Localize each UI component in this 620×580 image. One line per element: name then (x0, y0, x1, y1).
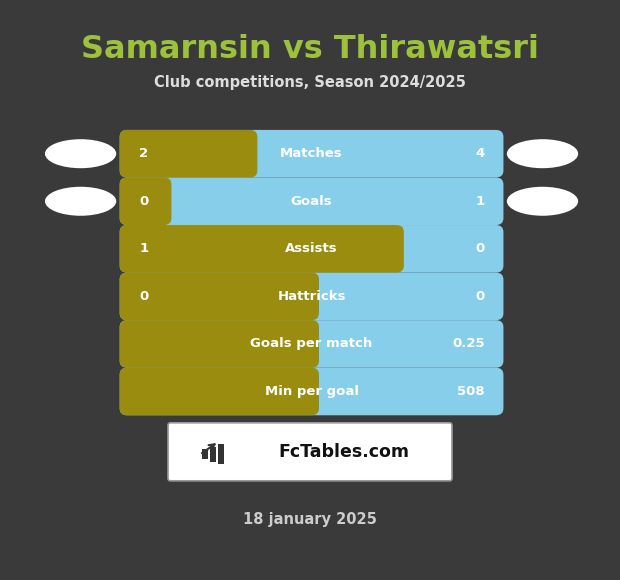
Bar (218, 444, 224, 464)
FancyBboxPatch shape (120, 368, 319, 415)
Ellipse shape (507, 187, 578, 216)
Text: 1: 1 (140, 242, 149, 255)
Ellipse shape (507, 139, 578, 168)
Text: Club competitions, Season 2024/2025: Club competitions, Season 2024/2025 (154, 75, 466, 90)
Text: 0.25: 0.25 (452, 338, 485, 350)
FancyBboxPatch shape (120, 273, 503, 320)
FancyBboxPatch shape (120, 130, 257, 177)
Text: Samarnsin vs Thirawatsri: Samarnsin vs Thirawatsri (81, 34, 539, 65)
Text: 0: 0 (140, 195, 149, 208)
FancyBboxPatch shape (120, 273, 319, 320)
Text: 0: 0 (140, 290, 149, 303)
FancyBboxPatch shape (120, 225, 404, 273)
Text: 0: 0 (476, 242, 485, 255)
Text: Assists: Assists (285, 242, 338, 255)
Text: Min per goal: Min per goal (265, 385, 358, 398)
Text: 2: 2 (140, 147, 149, 160)
FancyBboxPatch shape (120, 177, 503, 225)
FancyBboxPatch shape (120, 320, 503, 368)
Text: 0: 0 (476, 290, 485, 303)
Text: Hattricks: Hattricks (277, 290, 346, 303)
FancyBboxPatch shape (120, 368, 503, 415)
FancyBboxPatch shape (120, 177, 171, 225)
Text: Goals: Goals (291, 195, 332, 208)
Ellipse shape (45, 139, 117, 168)
Text: 4: 4 (476, 147, 485, 160)
Text: Goals per match: Goals per match (250, 338, 373, 350)
Bar (210, 447, 216, 462)
Bar (202, 449, 208, 459)
FancyBboxPatch shape (168, 423, 452, 481)
Ellipse shape (45, 187, 117, 216)
FancyBboxPatch shape (120, 225, 503, 273)
Text: 18 january 2025: 18 january 2025 (243, 512, 377, 527)
Text: Matches: Matches (280, 147, 343, 160)
FancyBboxPatch shape (120, 320, 319, 368)
Text: 1: 1 (476, 195, 485, 208)
FancyBboxPatch shape (120, 130, 503, 177)
Text: FcTables.com: FcTables.com (278, 443, 409, 461)
Text: 508: 508 (457, 385, 485, 398)
